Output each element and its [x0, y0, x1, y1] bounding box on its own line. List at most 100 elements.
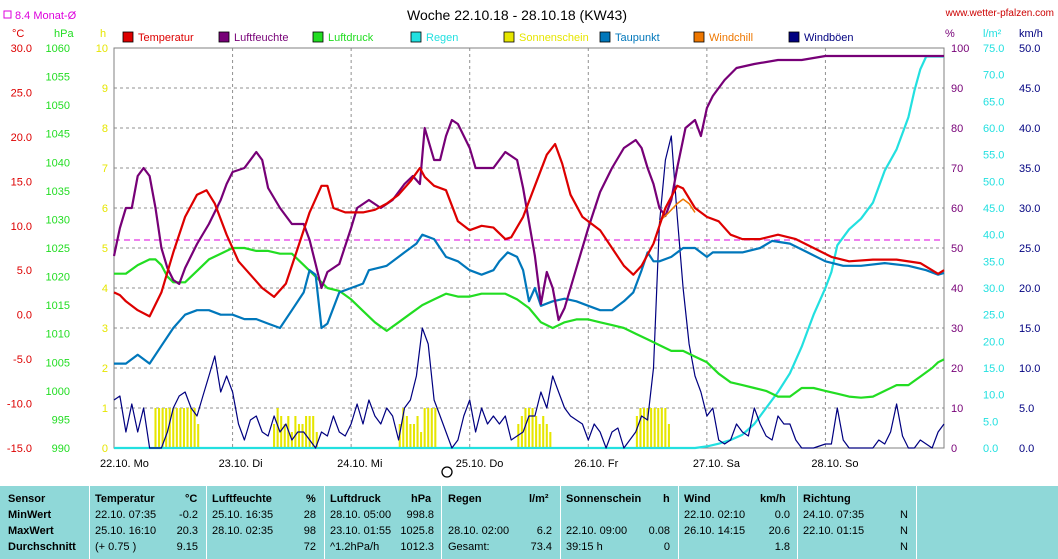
- avg-press-value: 1012.3: [400, 541, 434, 553]
- monthly-average-label: 8.4 Monat-Ø: [15, 10, 77, 22]
- sunshine-bar: [161, 408, 164, 448]
- x-tick-label: 23.10. Di: [219, 458, 263, 470]
- pressure-tick-label: 995: [52, 414, 70, 426]
- sunshine-bar: [276, 408, 279, 448]
- site-url[interactable]: www.wetter-pfalzen.com: [945, 8, 1054, 19]
- temperature-tick-label: 0.0: [17, 310, 32, 322]
- col-divider: [678, 486, 679, 559]
- pressure-tick-label: 1050: [46, 100, 70, 112]
- sunshine-bar: [635, 416, 638, 448]
- max-label: MaxWert: [8, 525, 54, 537]
- legend-label: Luftfeuchte: [234, 32, 288, 44]
- legend: Temperatur Luftfeuchte Luftdruck Regen Sonne…: [122, 31, 854, 44]
- sunshine-bar: [294, 416, 297, 448]
- pressure-unit: hPa: [411, 493, 432, 505]
- legend-label: Windchill: [709, 32, 753, 44]
- min-hum-value: 28: [303, 509, 316, 521]
- pressure-tick-label: 1055: [46, 72, 70, 84]
- wind-tick-label: 10.0: [1019, 363, 1040, 375]
- col-divider: [560, 486, 561, 559]
- cursor-marker[interactable]: [441, 466, 453, 478]
- pressure-tick-label: 1025: [46, 243, 70, 255]
- legend-swatch: [410, 31, 422, 43]
- temperature-tick-label: 15.0: [11, 176, 32, 188]
- sunshine-bar: [524, 408, 527, 448]
- min-press-value: 998.8: [406, 509, 434, 521]
- sunshine-bar: [308, 416, 311, 448]
- sunshine-bar: [650, 408, 653, 448]
- rain-tick-label: 40.0: [983, 230, 1004, 242]
- temperature-tick-label: 5.0: [17, 265, 32, 277]
- rain-tick-label: 5.0: [983, 416, 998, 428]
- sunshine-bar: [416, 416, 419, 448]
- x-tick-label: 24.10. Mi: [337, 458, 382, 470]
- col-divider: [89, 486, 90, 559]
- pressure-tick-label: 1030: [46, 214, 70, 226]
- legend-swatch: [122, 31, 134, 43]
- rain-header: Regen: [448, 493, 482, 505]
- col-divider: [206, 486, 207, 559]
- sunshine-bar: [197, 424, 200, 448]
- direction-header: Richtung: [803, 493, 851, 505]
- temperature-tick-label: 30.0: [11, 43, 32, 55]
- temperature-tick-label: -10.0: [7, 399, 32, 411]
- avg-wind-value: 1.8: [774, 541, 790, 553]
- min-temp-value: -0.2: [179, 509, 198, 521]
- sunshine-bar: [545, 424, 548, 448]
- sunshine-tick-label: 0: [102, 443, 108, 455]
- pressure-tick-label: 1045: [46, 129, 70, 141]
- sunshine-bar: [549, 432, 552, 448]
- sunshine-tick-label: 9: [102, 83, 108, 95]
- sunshine-bar: [280, 416, 283, 448]
- humidity-tick-label: 40: [951, 283, 963, 295]
- col-divider: [324, 486, 325, 559]
- grid: [114, 48, 944, 448]
- rain-tick-label: 10.0: [983, 390, 1004, 402]
- wind-tick-label: 45.0: [1019, 83, 1040, 95]
- humidity-tick-label: 30: [951, 323, 963, 335]
- sunshine-bar: [520, 416, 523, 448]
- max-temp-value: 20.3: [176, 525, 198, 537]
- sunshine-bar: [430, 408, 433, 448]
- series-taupunkt-line: [114, 233, 945, 365]
- sunshine-bar: [538, 424, 541, 448]
- sunshine-bar: [423, 408, 426, 448]
- sunshine-bar: [412, 424, 416, 448]
- avg-temp-note: (+ 0.75 ): [95, 541, 137, 553]
- rain-axis-unit: l/m²: [983, 28, 1002, 40]
- humidity-header: Luftfeuchte: [212, 493, 272, 505]
- sunshine-header: Sonnenschein: [566, 493, 642, 505]
- sunshine-bar: [420, 432, 423, 448]
- wind-tick-label: 25.0: [1019, 243, 1040, 255]
- wind-tick-label: 5.0: [1019, 403, 1034, 415]
- avg-press-note: ^1.2hPa/h: [330, 541, 380, 553]
- wind-tick-label: 40.0: [1019, 123, 1040, 135]
- wind-tick-label: 50.0: [1019, 43, 1040, 55]
- sunshine-bar: [165, 408, 168, 448]
- axis-units: °C hPa h% l/m² km/h: [12, 28, 1043, 40]
- sunshine-bar: [409, 424, 412, 448]
- rain-tick-label: 70.0: [983, 70, 1004, 82]
- humidity-tick-label: 50: [951, 243, 963, 255]
- sunshine-tick-label: 2: [102, 363, 108, 375]
- humidity-tick-label: 0: [951, 443, 957, 455]
- temperature-tick-label: -15.0: [7, 443, 32, 455]
- rain-tick-label: 50.0: [983, 176, 1004, 188]
- series-windchill-line: [658, 198, 696, 222]
- temperature-tick-label: 20.0: [11, 132, 32, 144]
- pressure-tick-label: 1060: [46, 43, 70, 55]
- temperature-tick-label: 25.0: [11, 87, 32, 99]
- monthly-average-legend-box: [3, 10, 12, 19]
- humidity-tick-label: 80: [951, 123, 963, 135]
- max-rain-time: 28.10. 02:00: [448, 525, 510, 537]
- humidity-tick-label: 100: [951, 43, 969, 55]
- avg-dir-value: N: [900, 541, 908, 553]
- series-luftfeuchte-line: [112, 54, 944, 322]
- sunshine-bar: [517, 424, 520, 448]
- sunshine-bar: [402, 408, 405, 448]
- max-temp-time: 25.10. 16:10: [95, 525, 157, 537]
- avg-sun-value: 0: [663, 541, 670, 553]
- series-temperatur-line: [113, 142, 945, 318]
- sunshine-bar: [434, 408, 437, 448]
- sunshine-bar: [646, 408, 649, 448]
